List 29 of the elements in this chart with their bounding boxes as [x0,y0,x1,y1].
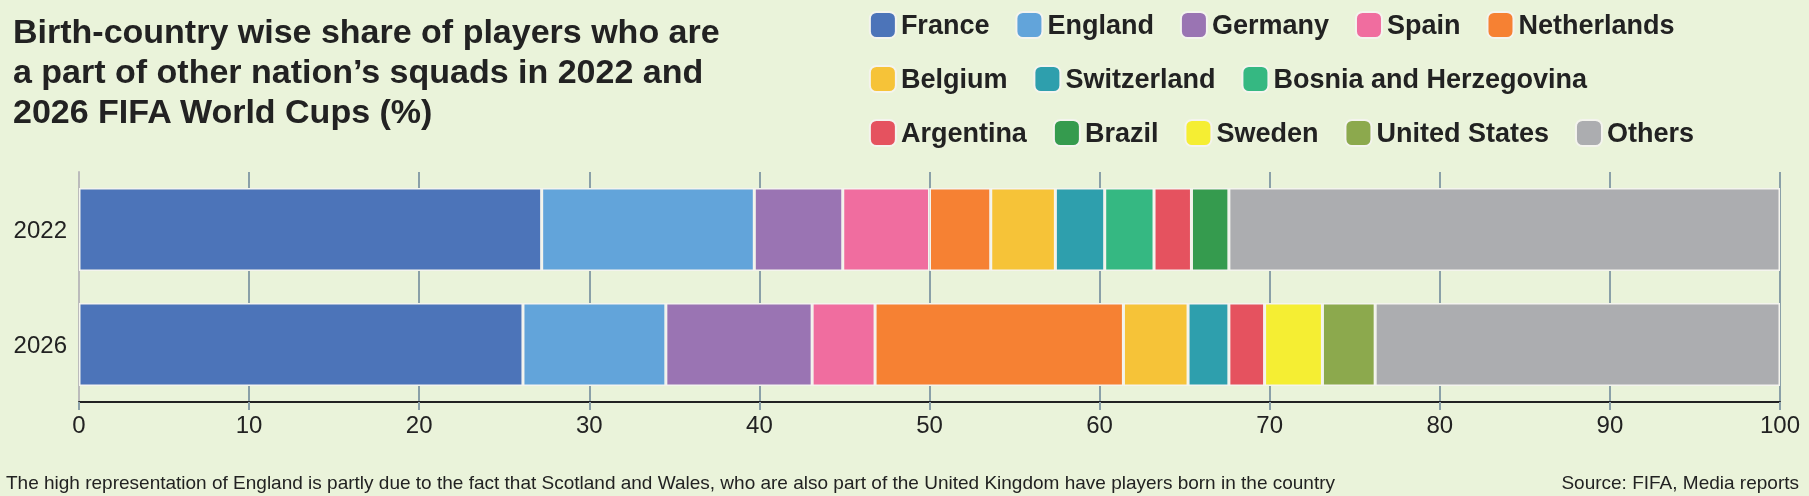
x-tick-label: 40 [746,410,773,438]
legend-label: Switzerland [1065,64,1216,94]
x-tick-label: 0 [72,410,86,438]
x-tick-label: 50 [916,410,943,438]
text: The high representation of England is partly due to the fact that Scotland and Wales, who are also part of the United Kingdom have players born in the country [6,472,1336,493]
legend-label: England [1047,10,1154,40]
legend-label: Others [1606,118,1695,148]
legend-label: Spain [1386,10,1461,40]
x-tick-label: 20 [405,410,433,438]
source-note: Source: FIFA, Media reports [1561,472,1799,493]
x-tick-label: 60 [1086,410,1113,438]
legend-label: Germany [1211,10,1329,40]
x-tick-label: 80 [1426,410,1454,438]
legend-label: Argentina [900,118,1028,148]
chart-title: Birth-country wise share of players who are a part of other nation’s squads in 2022 and 2026 FIFA World Cups (%) [13,12,730,130]
legend-label: Brazil [1084,118,1159,148]
legend-label: Belgium [900,64,1008,94]
y-tick-label: 2026 [13,331,67,358]
legend-label: Bosnia and Herzegovina [1273,64,1588,94]
legend-label: Sweden [1216,118,1319,148]
x-tick-label: 100 [1759,410,1801,438]
legend-label: Netherlands [1518,10,1675,40]
legend-label: France [900,10,990,40]
y-tick-label: 2022 [13,216,67,243]
x-tick-label: 30 [575,410,603,438]
x-tick-label: 10 [235,410,263,438]
x-tick-label: 90 [1596,410,1624,438]
legend-label: United States [1376,118,1549,148]
x-tick-label: 70 [1256,410,1284,438]
